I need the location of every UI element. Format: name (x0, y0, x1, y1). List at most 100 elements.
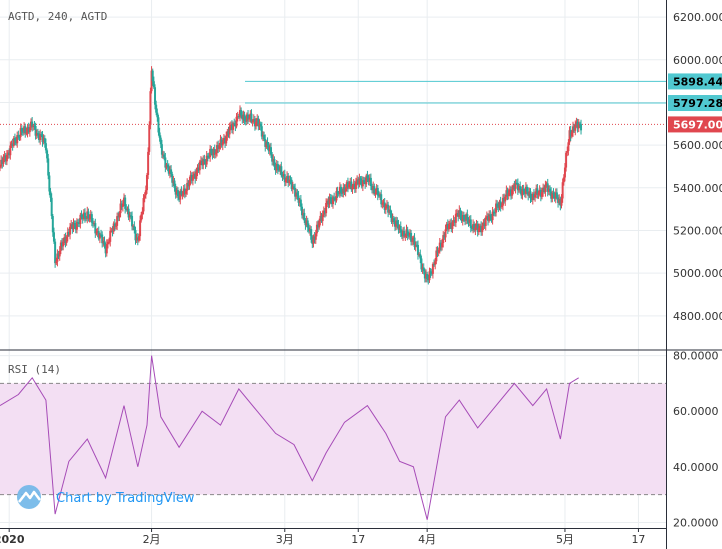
candle-body (240, 110, 243, 116)
candle-body (492, 211, 495, 213)
candle-body (413, 237, 416, 247)
candle-body (356, 179, 359, 182)
candle-body (135, 237, 138, 241)
rsi-band-lines (0, 382, 666, 496)
candle-body (563, 167, 566, 178)
candle-body (168, 169, 171, 174)
candle-body (312, 236, 315, 244)
candle-body (32, 125, 35, 128)
candle-body (508, 189, 511, 193)
candle-body (363, 180, 366, 182)
candle-body (476, 223, 479, 233)
candle-body (408, 232, 411, 236)
price-badge (668, 116, 722, 133)
candle-body (385, 204, 388, 206)
candle-body (50, 197, 53, 217)
candle-body (425, 274, 428, 279)
candle-body (299, 199, 302, 207)
candle-body (268, 147, 271, 152)
candle-body (524, 186, 527, 194)
candle-body (238, 110, 241, 117)
candle-body (523, 190, 526, 194)
candle-body (411, 240, 414, 242)
candle-body (553, 194, 556, 199)
candle-body (466, 214, 469, 221)
candle-body (271, 154, 274, 162)
candle-body (261, 134, 264, 137)
candle-body (540, 192, 543, 197)
candle-body (18, 136, 21, 138)
candle-body (320, 215, 323, 222)
candle-body (578, 123, 581, 125)
candle-body (392, 218, 395, 222)
candle-body (537, 193, 540, 195)
rsi-tick-label: 80.0000 (673, 350, 719, 363)
candle-body (260, 126, 263, 137)
candle-body (0, 166, 1, 168)
candle-body (201, 160, 204, 166)
time-tick-label: 3月 (276, 533, 294, 546)
candle-body (109, 230, 112, 242)
candle-body (20, 128, 23, 132)
candle-body (30, 121, 33, 128)
candle-body (446, 223, 449, 230)
candle-body (23, 126, 26, 132)
candle-body (286, 175, 289, 180)
rsi-axis[interactable]: 20.0000 40.0000 60.0000 80.0000 (673, 350, 719, 530)
candle-body (280, 166, 283, 176)
candle-body (377, 195, 380, 197)
candle-body (369, 177, 372, 187)
candle-body (469, 219, 472, 228)
candle-body (171, 174, 174, 183)
candle-body (283, 174, 286, 183)
candle-body (575, 121, 578, 125)
candle-body (521, 188, 524, 196)
candle-body (383, 202, 386, 210)
candle-body (439, 242, 442, 248)
candle-body (577, 123, 580, 129)
candle-body (77, 222, 80, 224)
candle-body (144, 190, 147, 196)
candle-body (500, 205, 503, 207)
candle-body (529, 191, 532, 199)
candle-body (72, 223, 75, 230)
candle-body (346, 182, 349, 188)
time-axis[interactable]: 2020 2月 3月 17 4月 5月 17 (0, 528, 645, 546)
candle-body (219, 139, 222, 146)
candle-body (297, 195, 300, 203)
candle-body (255, 122, 258, 127)
candle-body (473, 224, 476, 231)
candle-body (165, 164, 168, 168)
candle-body (437, 249, 440, 253)
candle-body (361, 180, 364, 187)
candle-body (483, 222, 486, 226)
candle-body (534, 194, 537, 198)
candle-body (241, 115, 244, 120)
candle-body (117, 216, 120, 218)
candle-body (98, 234, 101, 239)
candle-body (251, 121, 254, 123)
price-badge (668, 73, 722, 90)
price-tick-label: 5400.000 (673, 182, 722, 195)
candle-body (306, 220, 309, 228)
candle-body (34, 125, 37, 136)
candle-body (96, 231, 99, 233)
candle-body (480, 225, 483, 233)
candle-body (499, 201, 502, 207)
candle-body (25, 132, 28, 134)
tradingview-watermark[interactable]: Chart by TradingView (17, 485, 195, 509)
candle-body (228, 126, 231, 135)
candle-body (326, 200, 329, 203)
candle-body (149, 91, 152, 125)
candle-body (426, 274, 429, 280)
candle-body (227, 131, 230, 135)
candle-body (124, 197, 127, 209)
candle-body (205, 155, 208, 165)
candle-body (296, 192, 299, 196)
candle-body (449, 222, 452, 225)
candle-body (336, 191, 339, 194)
candle-body (8, 152, 11, 156)
candle-body (125, 208, 128, 210)
candle-body (410, 232, 413, 242)
